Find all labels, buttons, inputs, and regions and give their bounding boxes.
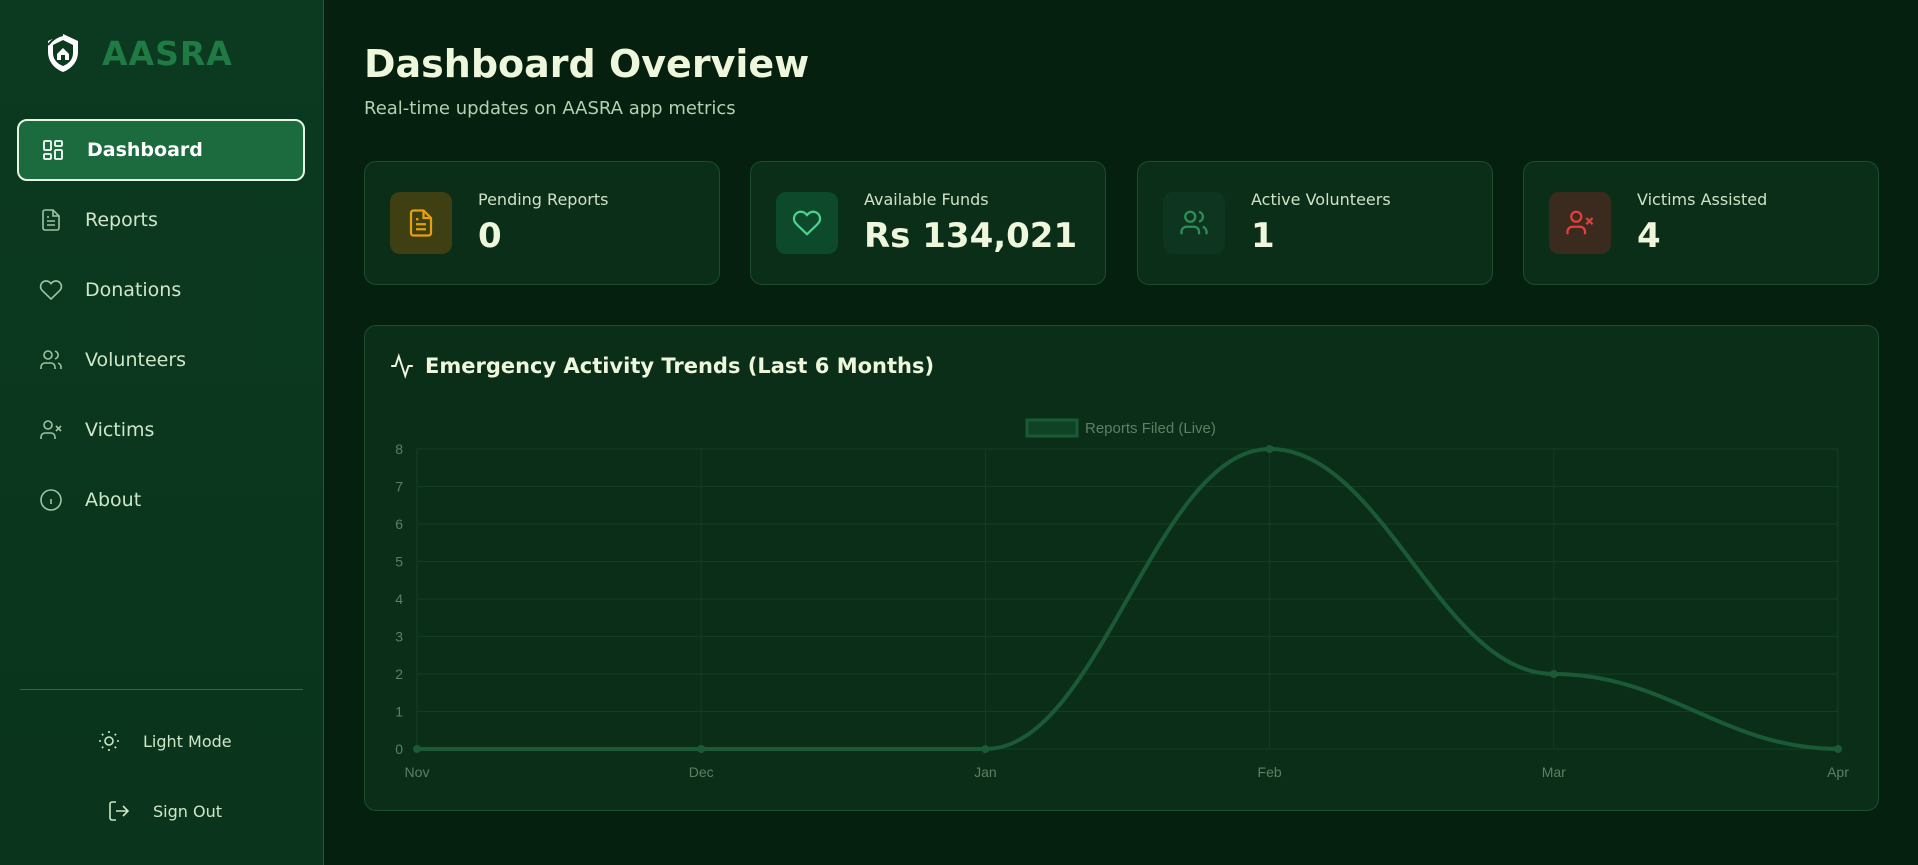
x-tick-label: Apr (1827, 764, 1849, 780)
stat-value: Rs 134,021 (864, 216, 1078, 256)
sun-icon (99, 731, 119, 751)
x-tick-label: Mar (1542, 764, 1566, 780)
stat-icon-box (1549, 192, 1611, 254)
data-point (1549, 670, 1558, 678)
page-title: Dashboard Overview (364, 42, 810, 86)
stat-label: Available Funds (864, 190, 989, 209)
sign-out-icon (109, 801, 130, 821)
x-tick-label: Nov (405, 764, 430, 780)
stat-card-active-volunteers: Active Volunteers 1 (1137, 161, 1493, 285)
y-tick-label: 1 (395, 704, 403, 720)
heart-icon (39, 280, 63, 301)
brand[interactable]: AASRA (44, 32, 233, 74)
chart-title: Emergency Activity Trends (Last 6 Months… (425, 354, 935, 378)
dashboard-grid-icon (43, 140, 63, 160)
stat-value: 1 (1251, 216, 1275, 256)
sidebar-item-label: Victims (85, 419, 155, 441)
y-tick-label: 0 (395, 741, 403, 757)
heart-icon (792, 210, 822, 236)
sidebar-item-label: Volunteers (85, 349, 187, 371)
x-tick-label: Feb (1258, 764, 1282, 780)
sidebar-nav: Dashboard Reports Donations Volunteers (17, 119, 305, 539)
stat-value: 4 (1637, 216, 1661, 256)
y-tick-label: 6 (395, 516, 403, 532)
y-tick-label: 3 (395, 629, 403, 645)
shield-home-icon (47, 34, 78, 72)
x-tick-label: Dec (689, 764, 714, 780)
info-icon (40, 489, 62, 511)
sidebar-item-label: About (85, 489, 142, 511)
theme-toggle-label: Light Mode (143, 731, 232, 751)
y-tick-label: 4 (395, 591, 403, 607)
data-point (981, 745, 990, 753)
stat-icon-box (390, 192, 452, 254)
reports-line-chart[interactable]: 0 1 2 3 4 5 6 7 8 Nov Dec Jan Feb Mar Apr Reports Filed… (365, 326, 1880, 812)
sidebar-item-victims[interactable]: Victims (17, 399, 305, 461)
legend-label: Reports Filed (Live) (1085, 420, 1216, 437)
stat-value: 0 (478, 216, 502, 256)
y-tick-label: 7 (395, 479, 403, 495)
y-tick-label: 8 (395, 441, 403, 457)
stat-label: Pending Reports (478, 190, 609, 209)
stat-card-pending-reports: Pending Reports 0 (364, 161, 720, 285)
stat-icon-box (1163, 192, 1225, 254)
brand-name: AASRA (102, 33, 233, 73)
y-tick-label: 2 (395, 666, 403, 682)
sidebar: AASRA Dashboard Reports Donations (0, 0, 324, 865)
y-tick-label: 5 (395, 554, 403, 570)
sidebar-item-volunteers[interactable]: Volunteers (17, 329, 305, 391)
user-x-icon (1566, 210, 1594, 235)
sign-out-button[interactable]: Sign Out (107, 799, 222, 823)
stat-label: Active Volunteers (1251, 190, 1391, 209)
stat-card-victims-assisted: Victims Assisted 4 (1523, 161, 1879, 285)
data-point (1834, 745, 1842, 753)
stat-cards: Pending Reports 0 Available Funds Rs 134… (364, 161, 1879, 285)
stat-card-available-funds: Available Funds Rs 134,021 (750, 161, 1106, 285)
stat-label: Victims Assisted (1637, 190, 1768, 209)
activity-chart-panel: Emergency Activity Trends (Last 6 Months… (364, 325, 1879, 811)
sidebar-item-donations[interactable]: Donations (17, 259, 305, 321)
legend-swatch (1025, 418, 1079, 438)
activity-icon (391, 353, 413, 379)
stat-icon-box (776, 192, 838, 254)
page-subtitle: Real-time updates on AASRA app metrics (364, 98, 736, 119)
sidebar-divider (20, 689, 303, 690)
sidebar-item-reports[interactable]: Reports (17, 189, 305, 251)
data-point (1265, 445, 1274, 453)
theme-toggle-button[interactable]: Light Mode (97, 729, 232, 753)
document-icon (409, 209, 433, 237)
chart-header: Emergency Activity Trends (Last 6 Months… (389, 353, 934, 379)
data-point (413, 745, 421, 753)
sidebar-item-label: Dashboard (87, 139, 203, 161)
x-tick-label: Jan (974, 764, 997, 780)
sidebar-item-label: Donations (85, 279, 182, 301)
users-icon (1180, 210, 1208, 235)
sign-out-label: Sign Out (153, 801, 222, 821)
data-point (697, 745, 706, 753)
users-icon (40, 350, 62, 369)
sidebar-item-about[interactable]: About (17, 469, 305, 531)
sidebar-item-label: Reports (85, 209, 158, 231)
sidebar-item-dashboard[interactable]: Dashboard (17, 119, 305, 181)
document-icon (42, 209, 60, 231)
user-x-icon (40, 420, 62, 439)
